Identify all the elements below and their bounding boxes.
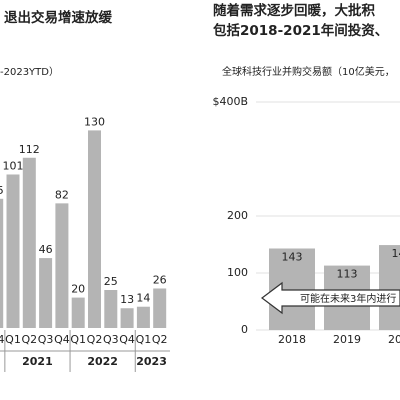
x-tick-label: 2018 [278,333,306,346]
y-tick-label: $400B [212,95,248,108]
value-label: 143 [282,250,303,263]
annotation: 可能在未来3年内进行 [300,292,396,305]
value-label: 13 [120,293,134,306]
x-tick-label: Q1 [5,333,21,346]
bar [88,130,101,328]
left-subtitle: -2023YTD） [0,66,59,78]
left-title: 退出交易增速放缓 [4,9,112,26]
x-tick-label: Q3 [103,333,119,346]
x-tick-label: Q1 [70,333,86,346]
charts-area: 退出交易增速放缓 -2023YTD） 随着需求逐步回暖，大批积 包括2018-2… [0,2,400,372]
value-label: 82 [55,188,69,201]
x-tick-label: 2020 [388,333,400,346]
x-tick-label: 2019 [333,333,361,346]
year-label: 2023 [136,355,167,368]
x-tick-label: Q3 [38,333,54,346]
value-label: 85 [0,184,4,197]
bar [55,203,69,328]
y-tick-label: 0 [241,323,248,336]
year-label: 2022 [87,355,118,368]
value-label: 130 [84,115,105,128]
bar [120,308,134,328]
bar [22,157,36,328]
bar [39,258,53,328]
x-tick-label: Q1 [136,333,152,346]
y-tick-label: 100 [227,266,248,279]
value-label: 112 [19,143,40,156]
bar [136,306,150,328]
x-tick-label: Q2 [87,333,103,346]
value-label: 25 [104,275,118,288]
x-tick-label: Q2 [21,333,37,346]
x-tick-label: Q4 [0,333,5,346]
arrow [261,281,400,315]
right-title: 随着需求逐步回暖，大批积 [213,2,375,19]
right-subtitle: 全球科技行业并购交易额（10亿美元， [222,65,395,78]
right-title: 包括2018-2021年间投资、 [213,22,388,39]
bar [71,297,85,328]
x-tick-label: Q4 [54,333,70,346]
value-label: 113 [337,268,358,281]
y-tick-label: 200 [227,209,248,222]
value-label: 149 [392,247,400,260]
value-label: 26 [153,273,167,286]
bar [379,245,400,330]
bar [0,198,4,328]
value-label: 20 [71,283,85,296]
value-label: 101 [3,159,24,172]
bar [6,174,20,328]
year-label: 2021 [22,355,53,368]
bar [104,290,118,328]
x-tick-label: Q2 [152,333,168,346]
bar [153,288,167,328]
value-label: 46 [39,243,53,256]
value-label: 14 [136,292,150,305]
x-tick-label: Q4 [119,333,135,346]
